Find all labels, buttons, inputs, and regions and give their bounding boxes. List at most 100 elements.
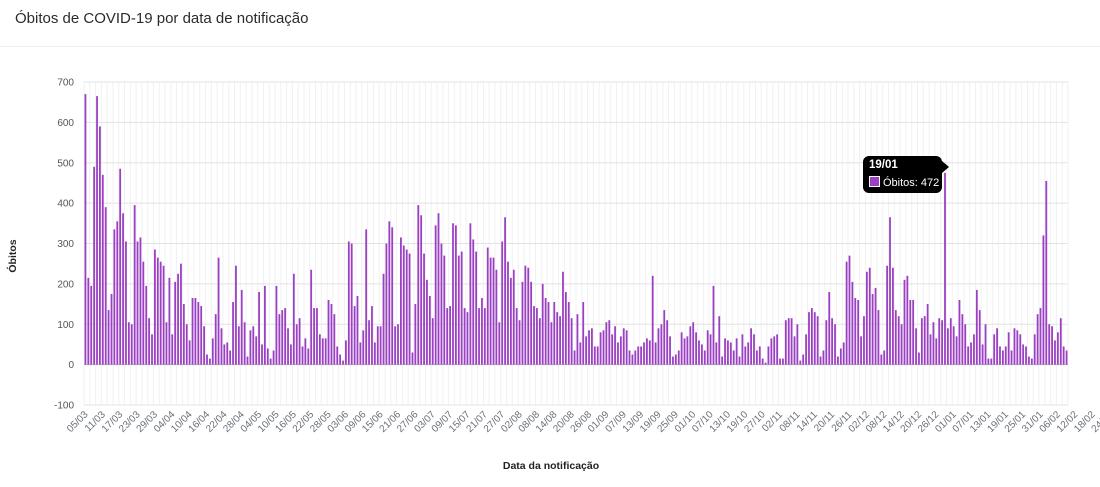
bar[interactable] [729, 342, 732, 365]
bar[interactable] [368, 320, 370, 365]
bar[interactable] [573, 350, 576, 365]
bar[interactable] [550, 322, 553, 365]
bar[interactable] [90, 285, 93, 365]
bar[interactable] [929, 334, 932, 365]
bar[interactable] [185, 324, 188, 365]
bar[interactable] [353, 306, 356, 365]
bar[interactable] [200, 306, 203, 365]
bar[interactable] [266, 348, 269, 365]
bar[interactable] [721, 356, 724, 365]
bar[interactable] [837, 356, 839, 365]
bar[interactable] [527, 267, 530, 365]
bar[interactable] [99, 126, 101, 365]
bar[interactable] [313, 308, 315, 365]
bar[interactable] [854, 298, 857, 365]
bar[interactable] [457, 255, 460, 365]
bar[interactable] [897, 316, 900, 365]
bar[interactable] [214, 314, 217, 365]
bar[interactable] [608, 320, 611, 365]
bar[interactable] [295, 324, 298, 365]
bar[interactable] [530, 281, 533, 365]
bar[interactable] [504, 217, 506, 365]
bar[interactable] [640, 346, 643, 365]
bar[interactable] [622, 328, 625, 365]
bar[interactable] [909, 300, 912, 365]
bar[interactable] [738, 356, 741, 365]
bar[interactable] [209, 358, 211, 365]
bar[interactable] [970, 342, 972, 365]
bar[interactable] [188, 340, 191, 365]
bar[interactable] [1001, 350, 1004, 365]
bar[interactable] [892, 267, 894, 365]
bar[interactable] [955, 336, 958, 365]
bar[interactable] [194, 298, 197, 365]
bar[interactable] [1045, 180, 1048, 365]
bar[interactable] [452, 223, 454, 365]
bar[interactable] [182, 304, 185, 365]
bar[interactable] [944, 172, 946, 365]
bar[interactable] [339, 354, 342, 365]
bar[interactable] [599, 332, 602, 365]
bar[interactable] [686, 336, 689, 365]
bar[interactable] [576, 314, 579, 365]
bar[interactable] [634, 350, 637, 365]
bar[interactable] [246, 356, 249, 365]
bar[interactable] [981, 344, 984, 365]
bar[interactable] [336, 346, 339, 365]
bar[interactable] [139, 237, 142, 365]
bar[interactable] [755, 350, 758, 365]
bar[interactable] [174, 281, 177, 365]
bar[interactable] [232, 302, 234, 365]
bar[interactable] [177, 273, 179, 365]
bar[interactable] [868, 267, 871, 365]
bar[interactable] [724, 338, 726, 365]
bar[interactable] [556, 312, 559, 365]
bar[interactable] [894, 310, 897, 365]
bar[interactable] [431, 318, 434, 365]
bar[interactable] [845, 261, 848, 365]
bar[interactable] [307, 348, 310, 365]
bar[interactable] [1033, 334, 1036, 365]
bar[interactable] [318, 334, 321, 365]
bar[interactable] [229, 350, 232, 365]
bar[interactable] [310, 269, 313, 365]
bar[interactable] [767, 346, 770, 365]
bar[interactable] [570, 318, 573, 365]
bar[interactable] [113, 229, 116, 365]
bar[interactable] [1004, 346, 1007, 365]
bar[interactable] [605, 322, 608, 365]
bar[interactable] [281, 310, 284, 365]
bar[interactable] [996, 328, 998, 365]
bar[interactable] [773, 336, 776, 365]
bar[interactable] [802, 354, 805, 365]
bar[interactable] [507, 261, 509, 365]
bar[interactable] [237, 326, 240, 365]
bar[interactable] [460, 251, 463, 365]
bar[interactable] [564, 291, 567, 365]
bar[interactable] [761, 358, 764, 365]
bar[interactable] [834, 324, 836, 365]
bar[interactable] [637, 346, 640, 365]
bar[interactable] [495, 269, 498, 365]
bar[interactable] [130, 324, 133, 365]
bar[interactable] [796, 324, 799, 365]
bar[interactable] [226, 342, 229, 365]
bar[interactable] [935, 338, 938, 365]
bar[interactable] [591, 328, 593, 365]
bar[interactable] [582, 302, 585, 365]
bar[interactable] [842, 342, 845, 365]
bar[interactable] [648, 340, 651, 365]
bar[interactable] [703, 350, 706, 365]
bar[interactable] [180, 263, 182, 365]
bar[interactable] [512, 269, 515, 365]
bar[interactable] [321, 338, 324, 365]
bar[interactable] [588, 330, 590, 365]
bar[interactable] [298, 318, 301, 365]
bar[interactable] [883, 350, 886, 365]
bar[interactable] [674, 354, 677, 365]
bar[interactable] [776, 334, 779, 365]
bar[interactable] [799, 360, 802, 365]
bar[interactable] [1059, 318, 1062, 365]
bar[interactable] [1048, 324, 1051, 365]
bar[interactable] [449, 306, 451, 365]
